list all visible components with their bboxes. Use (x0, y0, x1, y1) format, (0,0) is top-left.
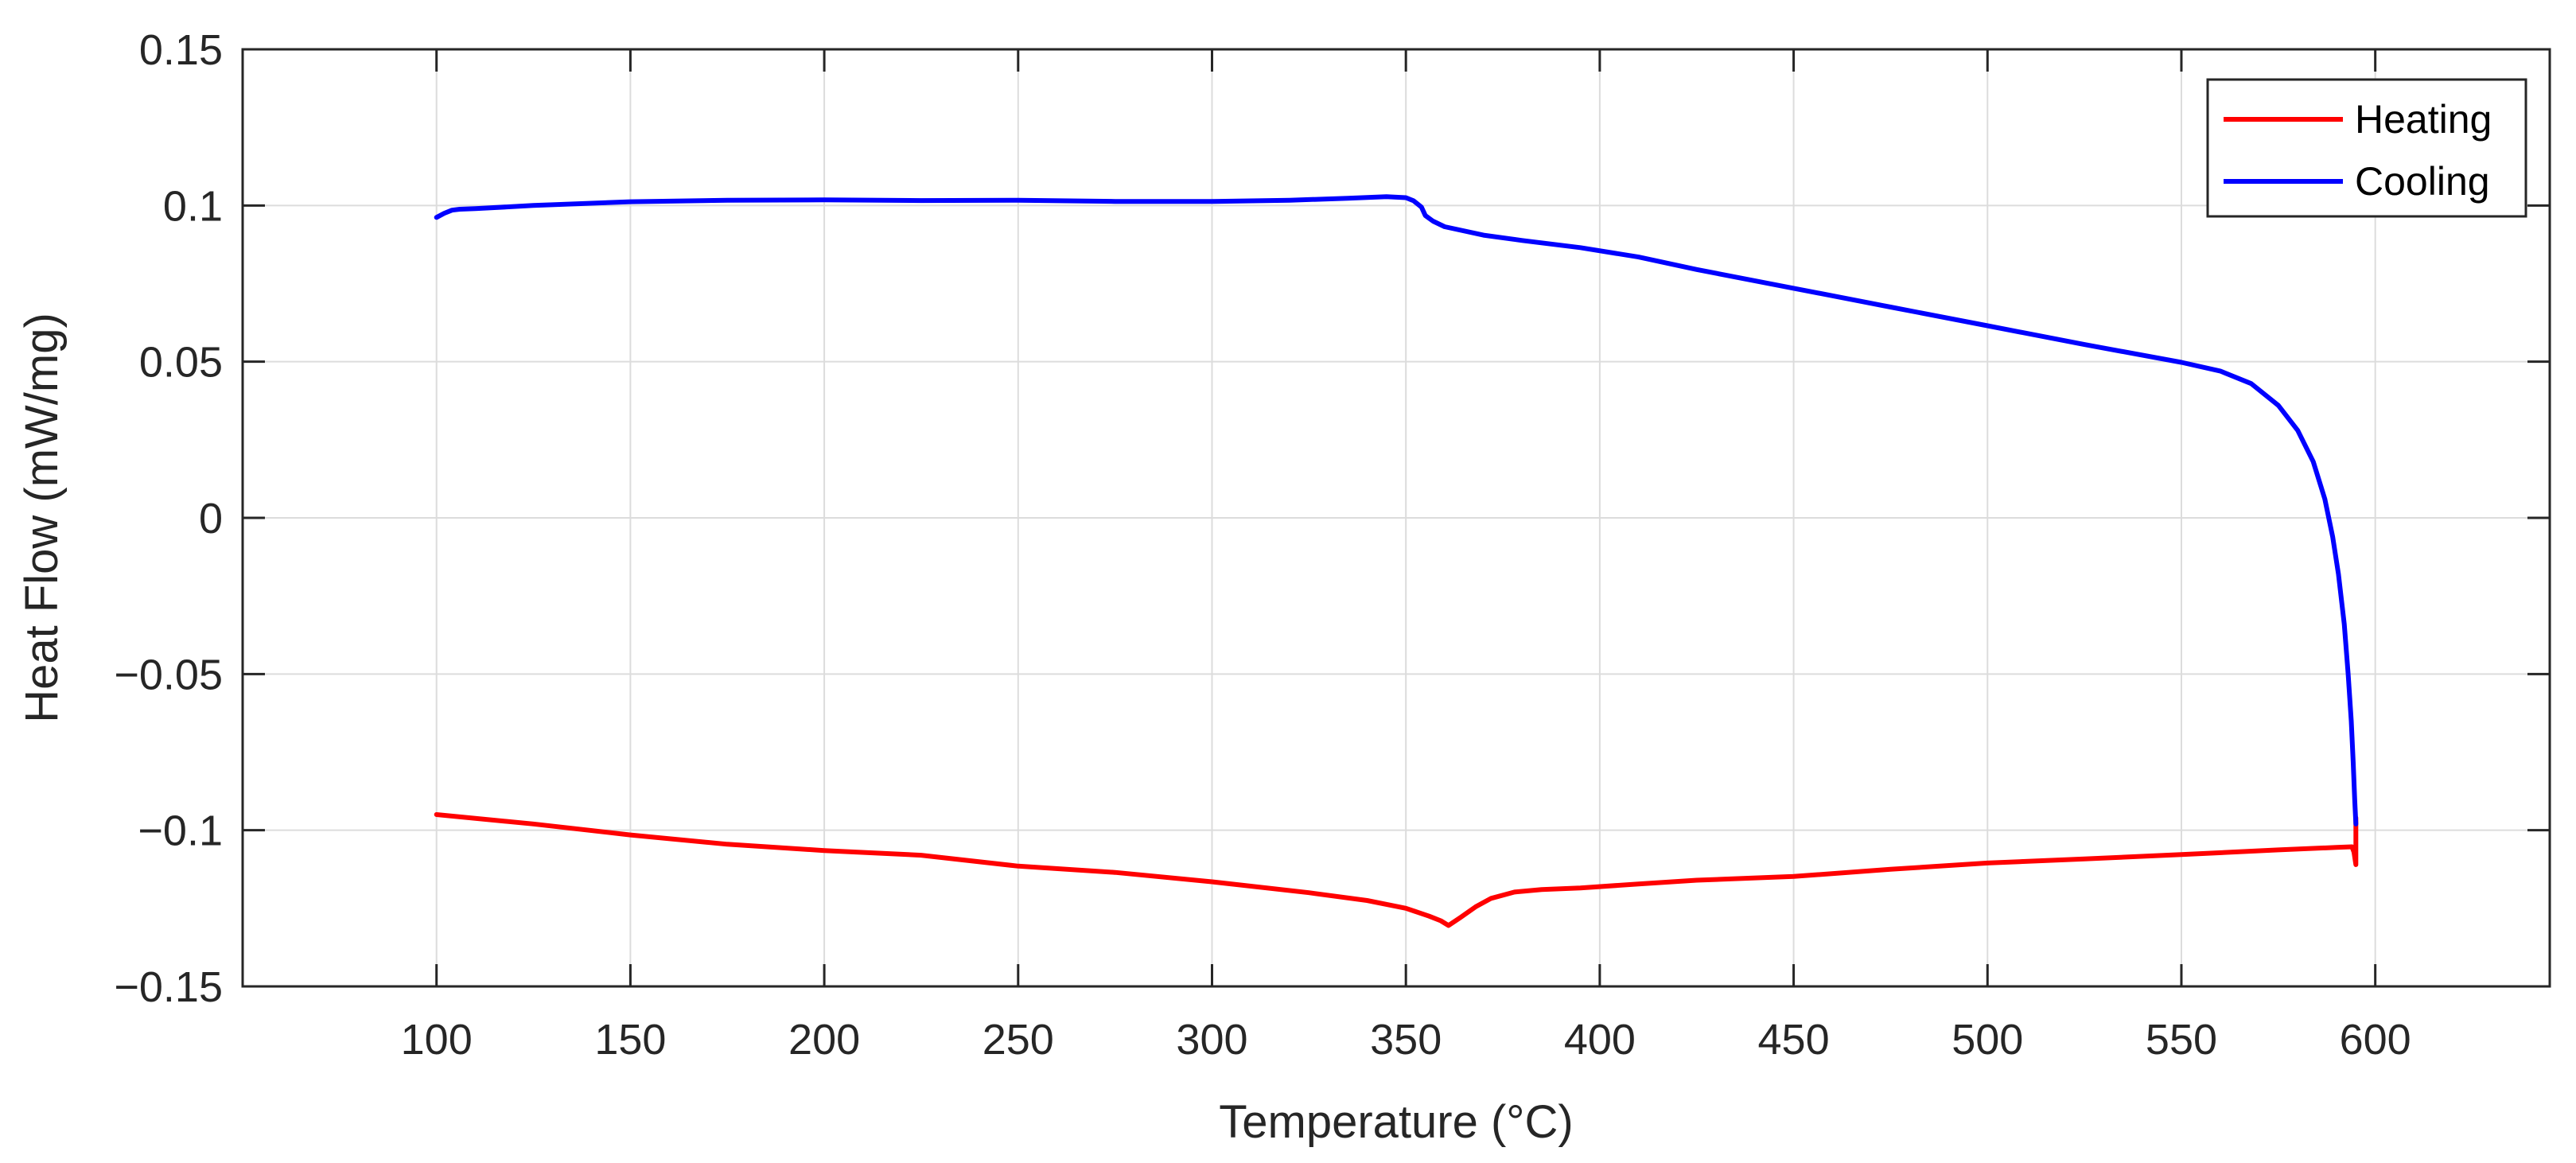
legend-label-cooling: Cooling (2355, 159, 2490, 204)
y-tick-label: 0 (199, 495, 223, 543)
x-tick-label: 150 (594, 1016, 666, 1064)
tick-marks (243, 48, 2550, 988)
x-tick-label: 350 (1370, 1016, 1442, 1064)
y-tick-label: −0.05 (114, 651, 223, 698)
series-line-cooling (434, 194, 2359, 827)
plot-lines (434, 194, 2359, 928)
x-tick-label: 200 (788, 1016, 860, 1064)
y-tick-label: 0.1 (163, 182, 223, 230)
legend-box (2206, 78, 2527, 218)
y-axis-title: Heat Flow (mW/mg) (16, 313, 68, 723)
x-tick-label: 100 (401, 1016, 473, 1064)
y-tick-labels: −0.15 −0.1 −0.05 0 0.05 0.1 0.15 (114, 26, 223, 1011)
legend: Heating Cooling (2206, 78, 2527, 218)
x-tick-label: 600 (2340, 1016, 2411, 1064)
x-tick-labels: 100 150 200 250 300 350 400 450 500 550 600 (401, 1016, 2411, 1064)
series-line-heating (434, 812, 2359, 928)
y-tick-label: −0.15 (114, 963, 223, 1011)
x-axis-title: Temperature (°C) (1219, 1096, 1573, 1148)
x-tick-label: 400 (1564, 1016, 1636, 1064)
x-tick-label: 250 (983, 1016, 1054, 1064)
x-tick-label: 450 (1758, 1016, 1830, 1064)
grid-lines (243, 49, 2550, 987)
x-tick-label: 300 (1176, 1016, 1247, 1064)
x-tick-label: 550 (2146, 1016, 2217, 1064)
y-tick-label: −0.1 (138, 807, 223, 855)
y-tick-label: 0.05 (139, 339, 223, 387)
legend-label-heating: Heating (2355, 97, 2492, 142)
y-tick-label: 0.15 (139, 26, 223, 74)
x-tick-label: 500 (1951, 1016, 2023, 1064)
